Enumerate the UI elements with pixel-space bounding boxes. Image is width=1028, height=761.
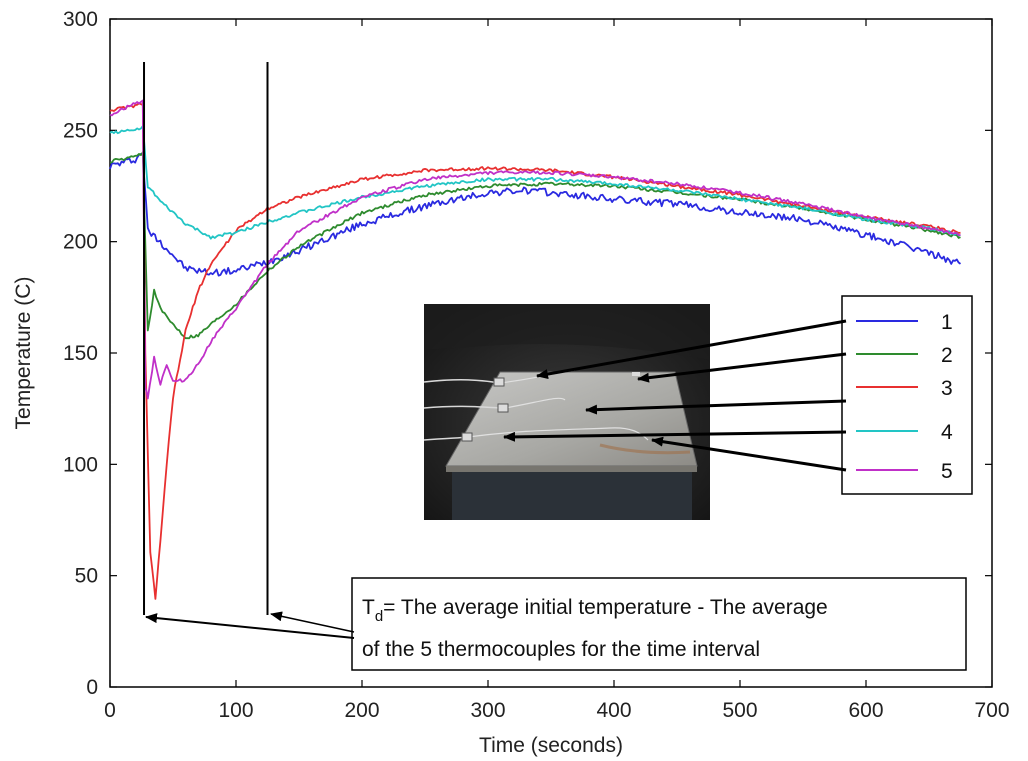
- series-line-1: [109, 152, 962, 277]
- y-tick-label: 50: [75, 565, 98, 588]
- axis-ticks: 0 100 200 300 400 500 600 700 0 50 100 150 200 250 300: [63, 8, 1010, 722]
- series-line-4: [109, 125, 961, 240]
- legend-label-1: 1: [941, 311, 953, 334]
- x-tick-label: 200: [344, 699, 379, 722]
- legend-label-4: 4: [941, 421, 953, 444]
- y-axis-label: Temperature (C): [12, 277, 35, 430]
- x-tick-label: 700: [974, 699, 1009, 722]
- series-line-2: [109, 151, 961, 340]
- legend-label-3: 3: [941, 377, 953, 400]
- legend-label-2: 2: [941, 344, 953, 367]
- legend-label-5: 5: [941, 460, 953, 483]
- time-interval-markers: [143, 62, 269, 615]
- y-tick-label: 0: [86, 676, 98, 699]
- y-tick-label: 150: [63, 342, 98, 365]
- y-tick-label: 100: [63, 453, 98, 476]
- legend: 1 2 3 4 5: [841, 295, 973, 495]
- annotation-line-2: of the 5 thermocouples for the time inte…: [362, 638, 760, 661]
- series-line-5: [109, 99, 961, 400]
- x-tick-label: 0: [104, 699, 116, 722]
- x-tick-label: 600: [848, 699, 883, 722]
- x-tick-label: 300: [470, 699, 505, 722]
- y-tick-label: 250: [63, 119, 98, 142]
- y-tick-label: 200: [63, 231, 98, 254]
- thermocouple-photo: [423, 304, 710, 520]
- annotation: Td= The average initial temperature - Th…: [145, 577, 967, 671]
- legend-photo-arrows: [503, 319, 847, 472]
- x-tick-label: 400: [596, 699, 631, 722]
- y-tick-label: 300: [63, 8, 98, 31]
- x-tick-label: 100: [218, 699, 253, 722]
- annotation-line-1: Td= The average initial temperature - Th…: [362, 596, 828, 625]
- annotation-box: [351, 577, 967, 671]
- data-series: [109, 99, 962, 600]
- legend-box: [841, 295, 973, 495]
- x-axis-label: Time (seconds): [479, 734, 623, 757]
- x-tick-label: 500: [722, 699, 757, 722]
